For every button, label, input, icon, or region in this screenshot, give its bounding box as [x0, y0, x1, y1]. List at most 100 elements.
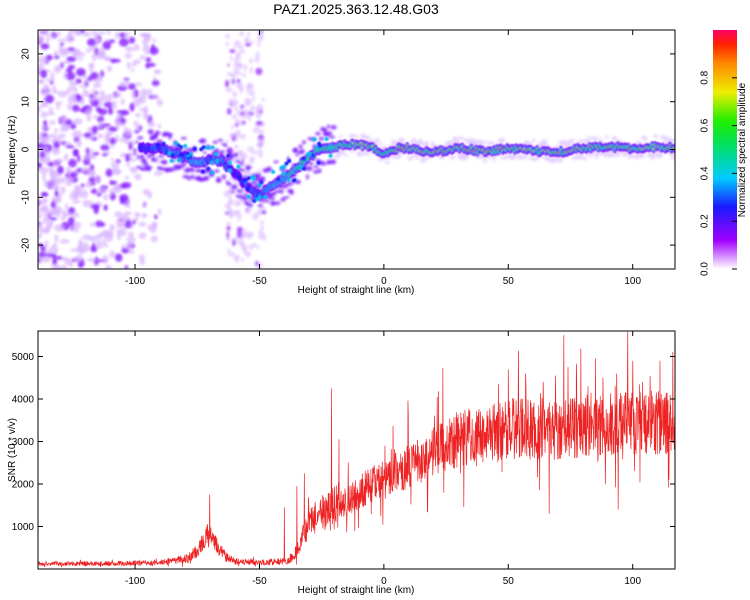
noise-blob	[108, 39, 116, 44]
ridge-halo	[489, 141, 496, 145]
x-tick-label: -50	[252, 276, 267, 287]
x-tick-label: -50	[252, 576, 267, 587]
noise-blob	[145, 57, 152, 63]
noise-blob	[71, 200, 81, 204]
noise-blob	[124, 219, 132, 229]
noise-blob	[70, 171, 78, 178]
ridge-cell	[205, 145, 210, 150]
noise-blob	[83, 76, 89, 83]
noise-blob	[242, 232, 247, 237]
ridge-cell	[246, 194, 251, 199]
ridge-cell	[316, 160, 321, 165]
ridge-cell	[210, 170, 214, 175]
noise-blob	[106, 65, 113, 72]
noise-blob	[71, 130, 82, 138]
noise-blob	[38, 70, 41, 75]
noise-blob	[255, 120, 263, 126]
ridge-halo	[279, 189, 284, 194]
ridge-halo	[261, 210, 267, 215]
ridge-halo	[133, 152, 137, 156]
ridge-halo	[134, 140, 139, 144]
snr-x-label: Height of straight line (km)	[298, 585, 415, 596]
ridge-halo	[628, 154, 635, 158]
noise-blob	[126, 162, 131, 167]
noise-blob	[118, 37, 129, 47]
ridge-halo	[317, 168, 322, 173]
noise-blob	[38, 36, 44, 40]
noise-blob	[132, 220, 137, 225]
ridge-halo	[670, 153, 675, 158]
ridge-halo	[321, 128, 328, 132]
noise-blob	[114, 211, 123, 218]
noise-blob	[113, 185, 122, 193]
noise-blob	[109, 250, 115, 258]
noise-blob	[231, 78, 235, 85]
ridge-cell	[169, 158, 174, 163]
noise-blob	[43, 213, 50, 221]
noise-blob	[116, 217, 125, 227]
noise-blob	[236, 78, 241, 84]
ridge-halo	[142, 162, 149, 166]
ridge-halo	[357, 151, 363, 156]
noise-blob	[67, 64, 75, 70]
snr-panel: -100 -50 0 50 100 1000 2000 3000 4000 5000 Heigh…	[7, 330, 676, 596]
noise-blob	[48, 120, 56, 125]
ridge-cell	[167, 151, 172, 156]
noise-blob	[109, 179, 113, 186]
noise-blob	[78, 189, 89, 199]
ridge-halo	[374, 138, 380, 143]
noise-blob	[69, 123, 77, 130]
noise-blob	[80, 183, 85, 187]
noise-blob	[42, 219, 49, 224]
ridge-halo	[609, 153, 616, 158]
noise-blob	[245, 37, 249, 43]
noise-blob	[77, 154, 81, 163]
noise-blob	[54, 65, 63, 70]
noise-blob	[44, 240, 49, 248]
ridge-cell	[192, 146, 197, 151]
noise-blob	[236, 71, 242, 75]
noise-blob	[238, 134, 247, 140]
ridge-cell	[255, 197, 260, 202]
noise-blob	[125, 242, 133, 250]
noise-blob	[97, 31, 107, 35]
noise-blob	[125, 79, 130, 86]
noise-blob	[156, 99, 163, 107]
colorbar-tick-label: 0.2	[700, 214, 711, 228]
noise-blob	[127, 152, 135, 157]
ridge-halo	[190, 167, 195, 173]
ridge-halo	[448, 140, 453, 146]
noise-blob	[138, 107, 147, 111]
noise-blob	[248, 157, 255, 164]
noise-blob	[83, 132, 92, 138]
noise-blob	[54, 233, 59, 243]
ridge-halo	[257, 203, 264, 208]
ridge-halo	[302, 140, 306, 145]
noise-blob	[129, 102, 135, 112]
noise-blob	[226, 231, 230, 239]
ridge-halo	[430, 141, 436, 147]
noise-blob	[85, 108, 92, 117]
noise-blob	[247, 208, 253, 212]
noise-blob	[153, 170, 163, 176]
noise-blob	[235, 52, 242, 60]
noise-blob	[94, 244, 104, 249]
noise-blob	[79, 99, 85, 105]
noise-blob	[103, 243, 109, 248]
noise-blob	[53, 140, 61, 149]
noise-blob	[225, 87, 233, 93]
noise-blob	[38, 234, 42, 239]
noise-blob	[237, 217, 240, 222]
noise-blob	[153, 69, 160, 73]
noise-blob	[42, 198, 49, 203]
noise-blob	[68, 80, 78, 87]
ridge-halo	[134, 130, 140, 134]
noise-blob	[81, 52, 86, 57]
noise-blob	[49, 170, 57, 179]
noise-blob	[51, 85, 57, 94]
y-tick-label: -10	[21, 190, 32, 205]
ridge-halo	[229, 154, 236, 158]
noise-blob	[43, 183, 50, 188]
ridge-halo	[256, 173, 261, 177]
